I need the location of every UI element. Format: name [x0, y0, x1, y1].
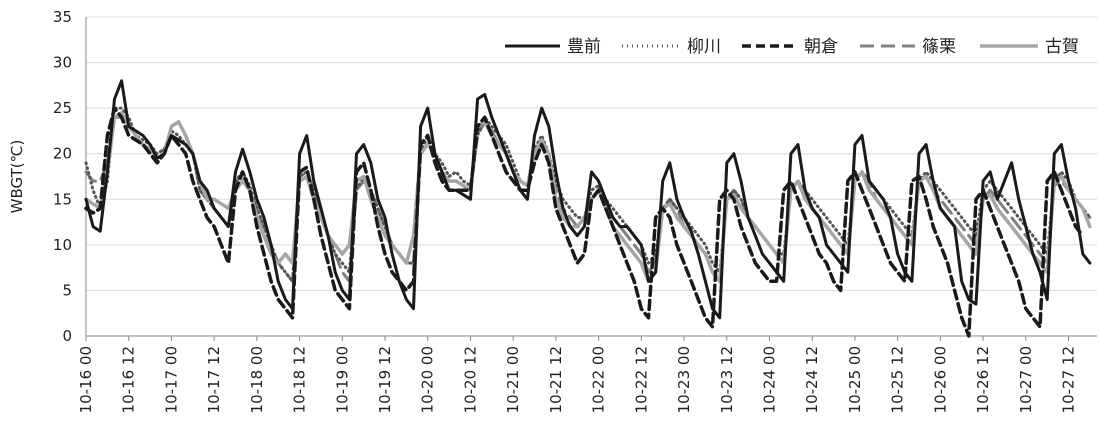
series-line-0: [84, 79, 1092, 320]
x-tick-label: 10-27 12: [1060, 346, 1078, 413]
x-tick-label: 10-16 00: [77, 346, 95, 413]
legend-label-0: 豊前: [567, 37, 601, 57]
y-tick-label: 10: [53, 236, 72, 254]
legend-label-2: 朝倉: [804, 37, 838, 57]
y-tick-label: 30: [53, 54, 72, 72]
x-tick-label: 10-26 12: [974, 346, 992, 413]
x-tick-label: 10-21 00: [504, 346, 522, 413]
x-tick-label: 10-22 12: [632, 346, 650, 413]
x-tick-label: 10-20 12: [461, 346, 479, 413]
series-lines: [84, 79, 1092, 338]
legend-label-4: 古賀: [1045, 37, 1079, 57]
y-tick-label: 0: [62, 327, 72, 345]
x-tick-label: 10-27 00: [1017, 346, 1035, 413]
x-tick-label: 10-25 00: [846, 346, 864, 413]
x-tick-label: 10-17 12: [205, 346, 223, 413]
y-axis-title: WBGT(℃): [8, 140, 26, 214]
x-tick-label: 10-22 00: [590, 346, 608, 413]
legend-label-1: 柳川: [687, 37, 721, 57]
x-tick-label: 10-25 12: [889, 346, 907, 413]
x-tick-label: 10-19 12: [376, 346, 394, 413]
x-tick-label: 10-26 00: [931, 346, 949, 413]
legend-label-3: 篠栗: [922, 37, 956, 57]
x-tick-label: 10-23 12: [718, 346, 736, 413]
y-tick-label: 15: [53, 190, 72, 208]
x-tick-label: 10-21 12: [547, 346, 565, 413]
y-tick-label: 5: [62, 281, 72, 299]
y-tick-label: 25: [53, 99, 72, 117]
x-tick-label: 10-18 12: [291, 346, 309, 413]
y-tick-label: 20: [53, 145, 72, 163]
x-tick-label: 10-19 00: [333, 346, 351, 413]
y-tick-label: 35: [53, 8, 72, 26]
x-axis: 10-16 00 10-16 12 10-17 00 10-17 12 10-18 00…: [77, 335, 1097, 413]
x-tick-label: 10-18 00: [248, 346, 266, 413]
y-axis: 0 5 10 15 20 25 30 35: [53, 8, 87, 345]
x-tick-label: 10-17 00: [162, 346, 180, 413]
x-tick-label: 10-16 12: [120, 346, 138, 413]
x-tick-label: 10-24 12: [803, 346, 821, 413]
x-tick-label: 10-20 00: [419, 346, 437, 413]
x-tick-label: 10-23 00: [675, 346, 693, 413]
x-tick-label: 10-24 00: [760, 346, 778, 413]
gridlines: [86, 16, 1097, 291]
legend: 豊前 柳川 朝倉 篠栗 古賀: [505, 37, 1079, 57]
